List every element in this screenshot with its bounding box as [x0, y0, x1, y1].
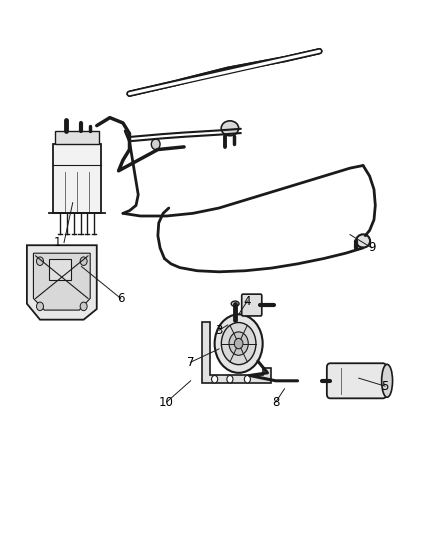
- Text: 7: 7: [187, 356, 194, 369]
- Circle shape: [36, 302, 43, 311]
- Polygon shape: [201, 322, 272, 383]
- Circle shape: [80, 257, 87, 265]
- Polygon shape: [53, 144, 101, 213]
- Ellipse shape: [381, 365, 392, 397]
- Circle shape: [221, 322, 256, 365]
- Circle shape: [36, 257, 43, 265]
- Polygon shape: [33, 253, 90, 310]
- Ellipse shape: [231, 301, 239, 306]
- Polygon shape: [27, 245, 97, 320]
- Text: 1: 1: [54, 236, 61, 249]
- Bar: [49, 259, 71, 280]
- Circle shape: [215, 314, 263, 373]
- Ellipse shape: [356, 235, 370, 248]
- FancyBboxPatch shape: [327, 364, 386, 398]
- Text: 9: 9: [368, 241, 375, 254]
- Circle shape: [234, 338, 243, 349]
- Ellipse shape: [221, 121, 239, 136]
- Text: 8: 8: [272, 395, 279, 409]
- Text: 5: 5: [381, 379, 389, 393]
- Circle shape: [244, 375, 251, 383]
- Circle shape: [80, 302, 87, 311]
- Polygon shape: [55, 131, 99, 144]
- Circle shape: [212, 375, 218, 383]
- Text: 3: 3: [215, 324, 223, 337]
- Text: 4: 4: [244, 295, 251, 308]
- Circle shape: [151, 139, 160, 150]
- Text: 10: 10: [159, 395, 174, 409]
- Text: 6: 6: [117, 292, 124, 305]
- Circle shape: [229, 332, 248, 356]
- FancyBboxPatch shape: [242, 294, 262, 316]
- Circle shape: [227, 375, 233, 383]
